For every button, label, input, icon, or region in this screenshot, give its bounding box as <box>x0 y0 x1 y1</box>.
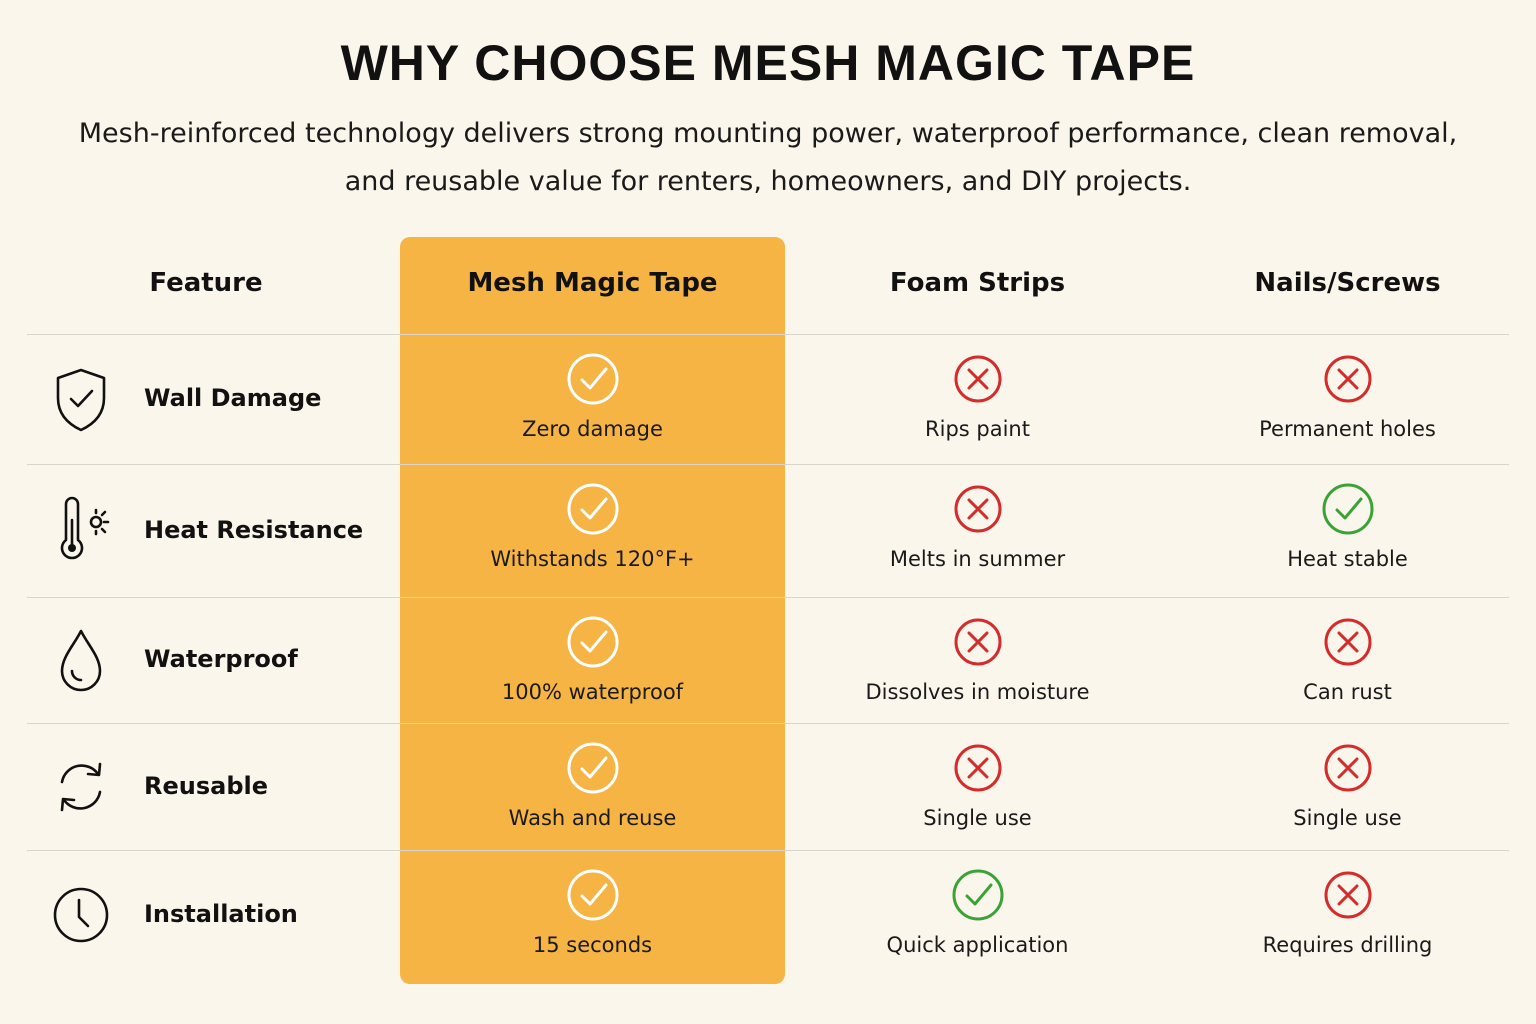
nails-cell: Requires drilling <box>1155 867 1536 957</box>
feature-label: Installation <box>144 900 298 928</box>
row-divider <box>27 723 1509 724</box>
foam-description: Rips paint <box>925 417 1030 441</box>
nails-cell: Can rust <box>1155 614 1536 704</box>
row-divider <box>27 850 1509 851</box>
nails-cell: Heat stable <box>1155 481 1536 571</box>
mesh-description: Zero damage <box>522 417 663 441</box>
nails-cell: Single use <box>1155 740 1536 830</box>
feature-label: Reusable <box>144 771 269 800</box>
mesh-cell: Wash and reuse <box>400 740 785 830</box>
row-divider <box>27 597 1509 598</box>
cross-icon <box>954 744 1001 792</box>
foam-description: Melts in summer <box>889 547 1066 571</box>
check-icon <box>567 616 618 668</box>
table-row: Installation 15 seconds Quick application R… <box>0 850 1536 980</box>
page-title: WHY CHOOSE MESH MAGIC TAPE <box>340 35 1196 91</box>
refresh-arrows-icon <box>52 752 110 822</box>
subtitle-line-2: and reusable value for renters, homeowne… <box>344 166 1192 197</box>
feature-label: Heat Resistance <box>144 515 364 544</box>
nails-description: Can rust <box>1303 680 1392 704</box>
page-subtitle: Mesh-reinforced technology delivers stro… <box>40 110 1496 206</box>
nails-cell: Permanent holes <box>1155 351 1536 441</box>
cross-icon <box>1324 744 1371 792</box>
mesh-cell: 15 seconds <box>400 867 785 957</box>
check-icon <box>567 353 618 405</box>
foam-cell: Rips paint <box>785 351 1170 441</box>
clock-icon <box>52 880 110 950</box>
foam-description: Single use <box>923 806 1032 830</box>
row-divider <box>27 334 1509 335</box>
mesh-cell: Withstands 120°F+ <box>400 481 785 571</box>
column-header-feature: Feature <box>149 268 263 298</box>
nails-description: Single use <box>1293 806 1402 830</box>
foam-cell: Single use <box>785 740 1170 830</box>
row-divider <box>27 464 1509 465</box>
mesh-description: 100% waterproof <box>501 680 684 704</box>
foam-cell: Dissolves in moisture <box>785 614 1170 704</box>
feature-label: Wall Damage <box>144 384 322 412</box>
cross-icon <box>1324 355 1371 403</box>
thermometer-sun-icon <box>52 496 110 566</box>
check-icon <box>567 869 618 921</box>
mesh-description: Withstands 120°F+ <box>490 547 695 571</box>
nails-description: Permanent holes <box>1259 417 1436 441</box>
subtitle-line-1: Mesh-reinforced technology delivers stro… <box>78 118 1458 149</box>
shield-check-icon <box>52 364 110 434</box>
water-drop-icon <box>52 625 110 695</box>
check-icon <box>1322 483 1373 535</box>
feature-label: Waterproof <box>144 645 298 673</box>
nails-description: Heat stable <box>1287 547 1408 571</box>
mesh-description: Wash and reuse <box>508 806 677 830</box>
column-header-mesh-magic-tape: Mesh Magic Tape <box>467 268 718 298</box>
cross-icon <box>954 355 1001 403</box>
foam-cell: Quick application <box>785 867 1170 957</box>
foam-description: Dissolves in moisture <box>865 680 1090 704</box>
nails-description: Requires drilling <box>1262 933 1433 957</box>
table-row: Heat Resistance Withstands 120°F+ Melts in… <box>0 464 1536 597</box>
table-row: Reusable Wash and reuse Single use Single u… <box>0 723 1536 850</box>
column-header-foam-strips: Foam Strips <box>889 268 1066 298</box>
check-icon <box>567 742 618 794</box>
table-row: Wall Damage Zero damage Rips paint Permanen… <box>0 334 1536 464</box>
check-icon <box>952 869 1003 921</box>
foam-cell: Melts in summer <box>785 481 1170 571</box>
cross-icon <box>1324 618 1371 666</box>
mesh-cell: Zero damage <box>400 351 785 441</box>
cross-icon <box>954 485 1001 533</box>
check-icon <box>567 483 618 535</box>
cross-icon <box>954 618 1001 666</box>
table-row: Waterproof 100% waterproof Dissolves in mo… <box>0 597 1536 723</box>
foam-description: Quick application <box>886 933 1069 957</box>
mesh-column-highlight <box>400 237 785 984</box>
cross-icon <box>1324 871 1371 919</box>
mesh-description: 15 seconds <box>532 933 653 957</box>
mesh-cell: 100% waterproof <box>400 614 785 704</box>
column-header-nails-screws: Nails/Screws <box>1254 268 1441 298</box>
